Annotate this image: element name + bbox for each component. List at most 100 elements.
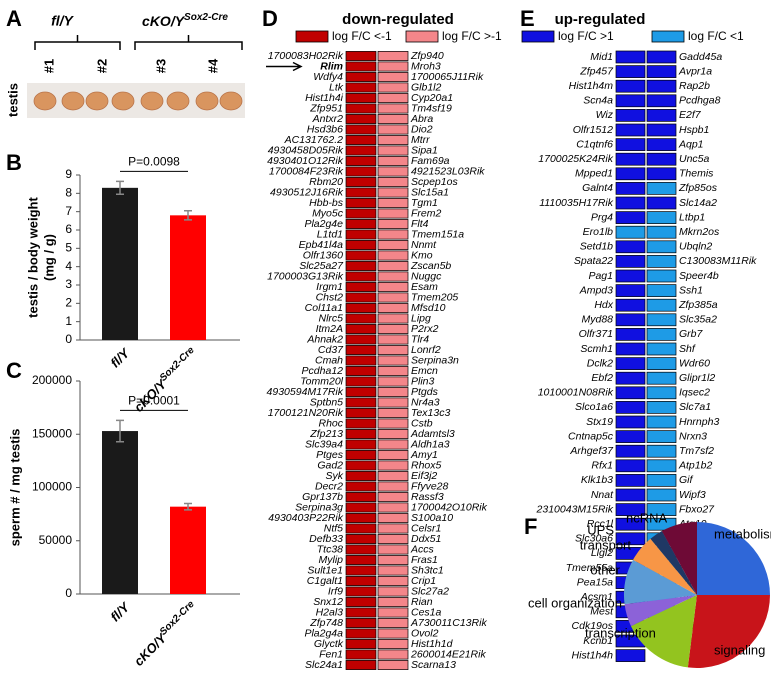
gene-name: Ahnak2 <box>306 333 343 345</box>
gene-name: Gif <box>679 474 694 486</box>
gene-name: Glb1l2 <box>411 81 442 93</box>
gene-name: Rhox5 <box>411 459 442 471</box>
cell <box>377 471 409 481</box>
gene-name: Ces1a <box>411 606 442 618</box>
gene-name: Rassf3 <box>411 491 444 503</box>
gene-name: Mid1 <box>590 51 613 63</box>
gene-name: Tm4sf19 <box>411 102 452 114</box>
cell <box>646 313 677 327</box>
cell <box>345 324 377 334</box>
testis <box>166 91 190 111</box>
gene-name: Ovol2 <box>411 627 439 639</box>
gene-name: P2rx2 <box>411 323 439 335</box>
y-tick-label: 8 <box>65 186 72 200</box>
cell <box>345 607 377 618</box>
cell <box>646 50 677 64</box>
cell <box>646 328 677 341</box>
gene-name: Pla2g4a <box>304 627 343 639</box>
gene-name: 4930458D05Rik <box>268 144 344 156</box>
cell <box>345 61 377 72</box>
gene-name: Dclk2 <box>587 357 613 369</box>
legend-label: log F/C >1 <box>558 29 614 43</box>
cell <box>646 211 677 224</box>
gene-name: Wdfy4 <box>313 71 343 83</box>
cell <box>345 460 377 471</box>
cell <box>345 313 377 324</box>
cell <box>377 576 409 586</box>
gene-name: Slco1a6 <box>575 401 613 413</box>
gene-name: Mroh3 <box>411 60 441 72</box>
sample-label: #4 <box>205 58 220 73</box>
gene-name: Cntnap5c <box>568 430 614 442</box>
gene-name: Snx12 <box>313 596 343 608</box>
cell <box>615 649 646 662</box>
cell <box>377 597 409 607</box>
gene-name: Itm2A <box>316 323 343 335</box>
gene-name: Nlrc5 <box>318 312 343 324</box>
cell <box>377 334 409 345</box>
cell <box>345 586 377 597</box>
cell <box>345 376 377 387</box>
gene-name: Esam <box>411 281 438 293</box>
cell <box>345 303 377 313</box>
gene-name: Ero1lb <box>583 226 614 238</box>
gene-name: Nuggc <box>411 270 442 282</box>
cell <box>646 342 677 356</box>
cell <box>615 342 646 356</box>
cell <box>377 240 409 250</box>
cell <box>345 93 377 103</box>
cell <box>646 196 677 210</box>
cell <box>615 357 646 370</box>
gene-name: Rhoc <box>318 417 343 429</box>
gene-name: Slc14a2 <box>679 197 717 209</box>
cell <box>377 324 409 334</box>
cell <box>345 576 377 586</box>
cell <box>345 649 377 660</box>
gene-name: Shf <box>679 343 696 355</box>
cell <box>377 460 409 471</box>
gene-name: Rcc1l <box>587 518 614 530</box>
panel-label: E <box>520 6 535 31</box>
cell <box>615 50 646 64</box>
cell <box>377 261 409 271</box>
sample-label: #2 <box>94 59 109 73</box>
gene-name: Fam69a <box>411 155 450 167</box>
cell <box>377 387 409 397</box>
gene-name: Ptges <box>316 449 344 461</box>
gene-name: Scpep1os <box>411 176 458 188</box>
gene-name: Ltbp1 <box>679 211 705 223</box>
gene-name: Hsd3b6 <box>307 123 343 135</box>
bar <box>170 506 206 594</box>
highlight-arrow <box>266 61 303 72</box>
cell <box>377 198 409 208</box>
cell <box>646 386 677 400</box>
cell <box>615 401 646 414</box>
gene-name: H2al3 <box>316 606 344 618</box>
gene-name: Slc35a2 <box>679 314 717 326</box>
gene-name: Abra <box>410 113 433 125</box>
category-superscript: Sox2-Cre <box>158 344 197 383</box>
group-label: cKO/YSox2-Cre <box>142 12 228 29</box>
x-tick-label: fl/Y <box>108 599 134 625</box>
cell <box>377 61 409 72</box>
testis <box>85 91 109 111</box>
gene-name: C1galt1 <box>307 575 343 587</box>
gene-name: Iqsec2 <box>679 387 710 399</box>
cell <box>345 397 377 408</box>
gene-name: Olfr371 <box>579 328 613 340</box>
testis <box>33 91 57 111</box>
panel-label: D <box>262 6 278 31</box>
bar <box>102 187 138 340</box>
gene-name: Cmah <box>315 354 343 366</box>
gene-name: 1700084F23Rik <box>269 165 344 177</box>
gene-name: Hnrnph3 <box>679 416 719 428</box>
gene-name: Fen1 <box>319 648 343 660</box>
gene-name: Tlr4 <box>411 333 429 345</box>
cell <box>615 167 646 181</box>
pie-slice <box>661 522 697 595</box>
gene-name: Zfp457 <box>579 65 614 77</box>
gene-name: 1700065J11Rik <box>411 71 484 83</box>
cell <box>345 513 377 523</box>
gene-name: 1700083H02Rik <box>268 50 344 62</box>
